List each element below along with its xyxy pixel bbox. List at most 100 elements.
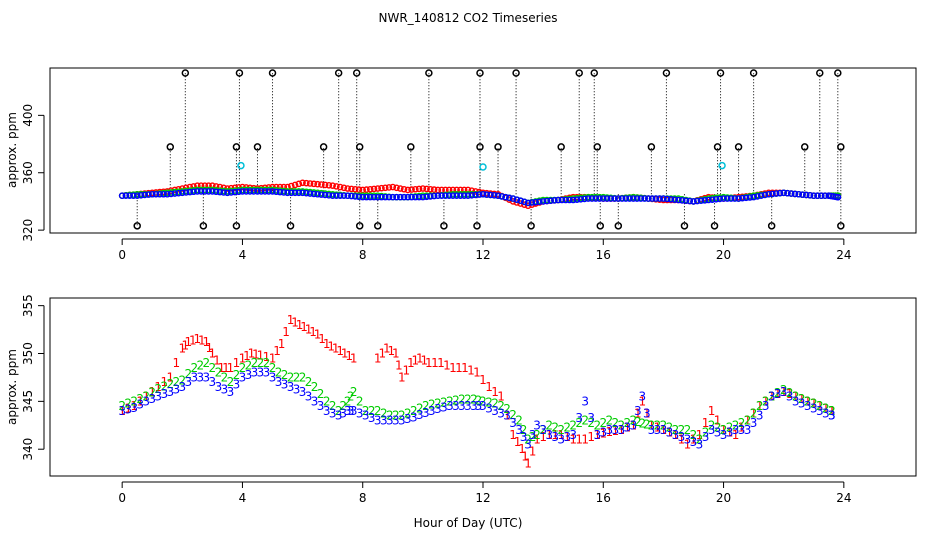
series-3-point <box>686 197 694 205</box>
series-3-point: 3 <box>491 404 499 418</box>
series-2-point: 2 <box>750 406 758 420</box>
series-1-point: 1 <box>545 428 553 442</box>
series-1-point <box>333 183 340 190</box>
series-3-point <box>806 192 814 199</box>
series-3-point <box>299 189 306 197</box>
series-3-point <box>656 195 663 202</box>
series-3-point: 3 <box>329 406 337 420</box>
series-3-point <box>588 195 596 202</box>
series-2-point: 2 <box>281 368 289 382</box>
series-3-point: 3 <box>464 399 472 413</box>
series-3-point: 3 <box>311 394 319 408</box>
series-3-point: 3 <box>630 418 638 432</box>
series-2-point: 2 <box>269 361 277 375</box>
series-2-point: 2 <box>221 370 229 384</box>
series-1-point: 1 <box>756 399 764 413</box>
series-1-point <box>325 181 333 189</box>
series-1-point: 1 <box>398 370 406 384</box>
series-3-point: 3 <box>392 413 400 427</box>
series-3-point <box>630 195 637 202</box>
series-3-point <box>366 193 374 201</box>
spike-mid-point <box>713 143 722 151</box>
series-3-point <box>148 190 156 198</box>
series-2-point: 2 <box>599 416 607 430</box>
series-2-point: 2 <box>726 421 734 435</box>
series-1-point <box>363 186 370 193</box>
series-3-point <box>776 189 784 197</box>
series-1-point: 1 <box>792 390 800 404</box>
series-3-point <box>558 196 566 204</box>
series-3-point <box>212 188 220 196</box>
series-1-point: 1 <box>227 361 235 375</box>
series-3-point: 3 <box>287 380 295 394</box>
series-2-point: 2 <box>732 418 740 432</box>
series-1-point: 1 <box>726 425 734 439</box>
series-3-point <box>325 192 333 199</box>
series-1-point: 1 <box>239 351 247 365</box>
top-y-axis: 320 360 400 <box>21 104 45 242</box>
series-3-point: 3 <box>720 428 728 442</box>
series-3-point: 3 <box>362 409 370 423</box>
spike-low-point <box>473 222 481 230</box>
series-3-point <box>190 188 197 196</box>
bottom-y-tick-label: 340 <box>21 438 35 461</box>
spike-low-point <box>767 222 776 230</box>
series-3-point <box>464 192 472 199</box>
series-2-point: 2 <box>404 406 412 420</box>
series-3-point <box>498 193 506 200</box>
series-3-point: 3 <box>293 382 301 396</box>
series-3-point <box>359 193 367 201</box>
series-3-point <box>122 192 130 199</box>
series-3-point <box>821 192 829 199</box>
series-1-point: 1 <box>341 347 349 361</box>
spike-high-point <box>590 69 599 77</box>
series-1-point <box>299 179 306 187</box>
series-3-point <box>532 198 539 206</box>
series-3-point <box>724 195 731 202</box>
series-3-point <box>547 197 554 205</box>
series-3-point: 3 <box>245 368 253 382</box>
series-2-point: 2 <box>440 395 448 409</box>
series-1-point <box>381 184 389 192</box>
series-3-point: 3 <box>714 425 722 439</box>
series-3-point <box>682 197 690 205</box>
series-1-point <box>336 183 344 191</box>
series-2-point: 2 <box>422 399 430 413</box>
series-1-point: 1 <box>509 428 517 442</box>
series-2-point: 2 <box>251 356 259 370</box>
top-x-axis: 0 4 8 12 16 20 24 <box>118 238 851 262</box>
series-3-point: 3 <box>428 404 436 418</box>
series-2-point: 2 <box>569 418 577 432</box>
series-1-point <box>348 185 355 193</box>
series-2-point: 2 <box>648 418 656 432</box>
series-2-point: 2 <box>768 390 776 404</box>
series-1-point: 1 <box>218 361 226 375</box>
series-3-point <box>257 188 265 195</box>
bottom-plot-frame <box>49 297 917 477</box>
series-2-point: 2 <box>446 394 454 408</box>
series-3-point <box>408 193 415 201</box>
series-3-point <box>799 191 806 198</box>
series-2-point: 2 <box>275 366 283 380</box>
top-x-tick-label: 20 <box>716 248 731 262</box>
series-3-point <box>795 190 803 198</box>
spike-mid-point <box>800 143 809 151</box>
series-1-point: 1 <box>142 390 150 404</box>
series-1-point: 1 <box>563 430 571 444</box>
series-1-point <box>374 185 382 192</box>
series-3-point: 3 <box>524 437 532 451</box>
series-3-point <box>427 193 434 200</box>
series-1-point: 1 <box>278 337 286 351</box>
series-3-point: 3 <box>599 425 607 439</box>
series-1-point: 1 <box>575 433 583 447</box>
series-1-point: 1 <box>774 387 782 401</box>
series-3-point <box>239 188 246 195</box>
series-3-point <box>581 195 588 203</box>
series-2-point: 2 <box>545 418 553 432</box>
series-2-point: 2 <box>392 409 400 423</box>
series-2-point: 2 <box>744 413 752 427</box>
series-1-point: 1 <box>473 366 481 380</box>
series-3-point: 3 <box>203 370 211 384</box>
series-1-point: 1 <box>708 404 716 418</box>
series-1-point: 1 <box>437 356 445 370</box>
